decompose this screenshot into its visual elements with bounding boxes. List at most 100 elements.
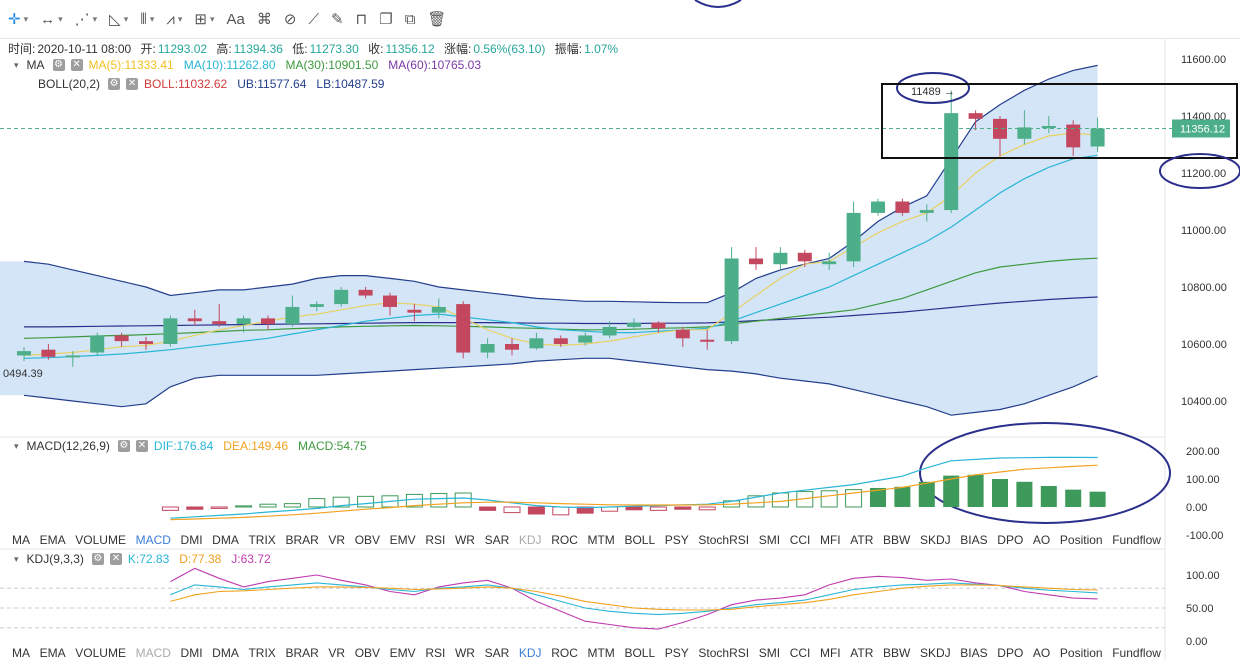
measure-icon[interactable]: ⊞ ▾: [194, 11, 215, 28]
tab-rsi[interactable]: RSI: [425, 646, 446, 660]
tab-bias[interactable]: BIAS: [960, 646, 988, 660]
tab-ma[interactable]: MA: [12, 533, 30, 547]
tab-ema[interactable]: EMA: [39, 646, 66, 660]
trend-line-icon[interactable]: ⋰ ▾: [74, 11, 98, 28]
tab-position[interactable]: Position: [1059, 533, 1103, 547]
tab-stochrsi[interactable]: StochRSI: [698, 533, 750, 547]
kdj-name: KDJ(9,3,3): [26, 552, 84, 566]
chevron-down-icon[interactable]: ▾: [14, 553, 19, 564]
tab-boll[interactable]: BOLL: [624, 533, 656, 547]
tab-dma[interactable]: DMA: [212, 646, 239, 660]
tab-brar[interactable]: BRAR: [285, 533, 319, 547]
tab-volume[interactable]: VOLUME: [75, 533, 126, 547]
close-label: 收:: [368, 42, 384, 56]
tab-atr[interactable]: ATR: [850, 533, 874, 547]
tab-atr[interactable]: ATR: [850, 646, 874, 660]
settings-icon[interactable]: ⚙: [108, 78, 121, 90]
tab-fundflow[interactable]: Fundflow: [1112, 533, 1161, 547]
tab-ema[interactable]: EMA: [39, 533, 66, 547]
angle-icon[interactable]: ◺ ▾: [109, 11, 129, 28]
tab-position[interactable]: Position: [1059, 646, 1103, 660]
tab-kdj[interactable]: KDJ: [518, 646, 542, 660]
tab-boll[interactable]: BOLL: [624, 646, 656, 660]
horizontal-line-icon[interactable]: ↔ ▾: [40, 10, 63, 28]
trash-icon[interactable]: 🗑: [427, 11, 447, 28]
tab-bbw[interactable]: BBW: [883, 533, 911, 547]
tab-dpo[interactable]: DPO: [997, 646, 1024, 660]
tab-smi[interactable]: SMI: [758, 646, 781, 660]
close-icon[interactable]: ✕: [109, 553, 122, 565]
close-icon[interactable]: ✕: [135, 440, 148, 452]
ohlc-info: 时间: 2020-10-11 08:00 开: 11293.02 高: 11394.3…: [8, 40, 620, 57]
tab-bbw[interactable]: BBW: [883, 646, 911, 660]
tab-sar[interactable]: SAR: [484, 533, 510, 547]
tab-ao[interactable]: AO: [1032, 646, 1051, 660]
bars-icon[interactable]: ⦀ ▾: [140, 10, 155, 28]
close-icon[interactable]: ✕: [126, 78, 139, 90]
tab-trix[interactable]: TRIX: [248, 646, 276, 660]
tab-brar[interactable]: BRAR: [285, 646, 319, 660]
settings-icon[interactable]: ⚙: [52, 59, 65, 71]
brush-icon[interactable]: ✎: [330, 11, 344, 28]
tab-psy[interactable]: PSY: [664, 646, 689, 660]
tab-psy[interactable]: PSY: [664, 533, 689, 547]
settings-icon[interactable]: ⚙: [91, 553, 104, 565]
tab-fundflow[interactable]: Fundflow: [1112, 646, 1161, 660]
hide-icon[interactable]: ⧉: [404, 10, 416, 28]
copy-icon[interactable]: ❐: [379, 11, 393, 28]
tab-obv[interactable]: OBV: [354, 646, 381, 660]
indicator-tabs-kdj: MA EMA VOLUME MACD DMI DMA TRIX BRAR VR OBV EMV RSI…: [0, 646, 1165, 664]
tab-dma[interactable]: DMA: [212, 533, 239, 547]
annotation-box: [881, 83, 1238, 159]
tab-kdj[interactable]: KDJ: [518, 533, 542, 547]
tab-skdj[interactable]: SKDJ: [919, 533, 951, 547]
tab-obv[interactable]: OBV: [354, 533, 381, 547]
tab-vr[interactable]: VR: [328, 646, 346, 660]
tab-emv[interactable]: EMV: [389, 646, 416, 660]
tab-dmi[interactable]: DMI: [180, 533, 203, 547]
tab-macd[interactable]: MACD: [135, 533, 171, 547]
macd-histogram-bar: [283, 503, 301, 508]
tab-mfi[interactable]: MFI: [819, 533, 841, 547]
close-icon[interactable]: ✕: [70, 59, 83, 71]
crosshair-icon[interactable]: ✛ ▾: [8, 11, 29, 28]
tab-trix[interactable]: TRIX: [248, 533, 276, 547]
text-icon[interactable]: Aa: [226, 10, 245, 28]
current-price-label: 11356.12: [1180, 124, 1225, 136]
tab-macd[interactable]: MACD: [135, 646, 171, 660]
eraser-icon[interactable]: ⊘: [283, 11, 297, 28]
tab-dmi[interactable]: DMI: [180, 646, 203, 660]
wave-icon[interactable]: ⩘ ▾: [166, 10, 183, 28]
tab-cci[interactable]: CCI: [789, 646, 811, 660]
pattern-icon[interactable]: ⌘: [256, 11, 272, 28]
tab-rsi[interactable]: RSI: [425, 533, 446, 547]
tab-emv[interactable]: EMV: [389, 533, 416, 547]
tab-roc[interactable]: ROC: [551, 533, 578, 547]
tab-volume[interactable]: VOLUME: [75, 646, 126, 660]
macd-dea-value: DEA:149.46: [223, 439, 288, 453]
tab-ao[interactable]: AO: [1032, 533, 1051, 547]
tab-dpo[interactable]: DPO: [997, 533, 1024, 547]
tab-ma[interactable]: MA: [12, 646, 30, 660]
lock-icon[interactable]: ⊓: [355, 11, 368, 28]
tab-bias[interactable]: BIAS: [960, 533, 988, 547]
tab-stochrsi[interactable]: StochRSI: [698, 646, 750, 660]
macd-histogram-bar: [967, 474, 984, 507]
tab-cci[interactable]: CCI: [789, 533, 811, 547]
tab-wr[interactable]: WR: [454, 646, 475, 660]
settings-icon[interactable]: ⚙: [117, 440, 130, 452]
tab-mfi[interactable]: MFI: [819, 646, 841, 660]
tab-skdj[interactable]: SKDJ: [919, 646, 951, 660]
tab-roc[interactable]: ROC: [551, 646, 578, 660]
tab-mtm[interactable]: MTM: [587, 646, 615, 660]
chevron-down-icon[interactable]: ▾: [14, 440, 19, 451]
tab-mtm[interactable]: MTM: [587, 533, 615, 547]
tab-smi[interactable]: SMI: [758, 533, 781, 547]
ruler-icon[interactable]: ⟋: [308, 10, 319, 28]
tab-wr[interactable]: WR: [454, 533, 475, 547]
tab-vr[interactable]: VR: [328, 533, 346, 547]
tab-sar[interactable]: SAR: [484, 646, 510, 660]
chevron-down-icon[interactable]: ▾: [14, 59, 19, 70]
candle-body: [602, 326, 617, 336]
